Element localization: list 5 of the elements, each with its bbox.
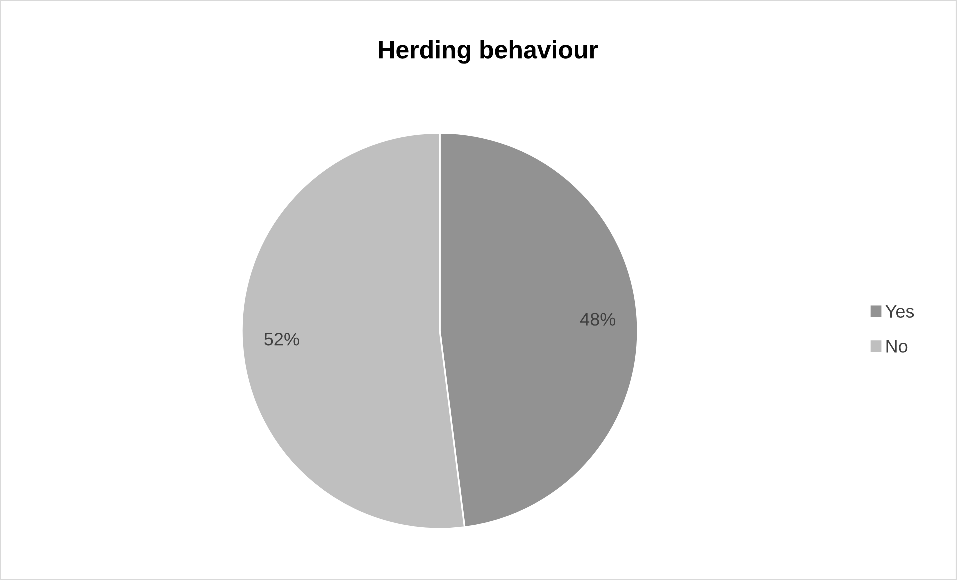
chart-title: Herding behaviour	[379, 40, 598, 64]
legend-label: No	[886, 340, 908, 353]
data-label: 48%	[580, 313, 616, 326]
data-label: 52%	[264, 333, 300, 346]
legend-label: Yes	[886, 305, 914, 318]
